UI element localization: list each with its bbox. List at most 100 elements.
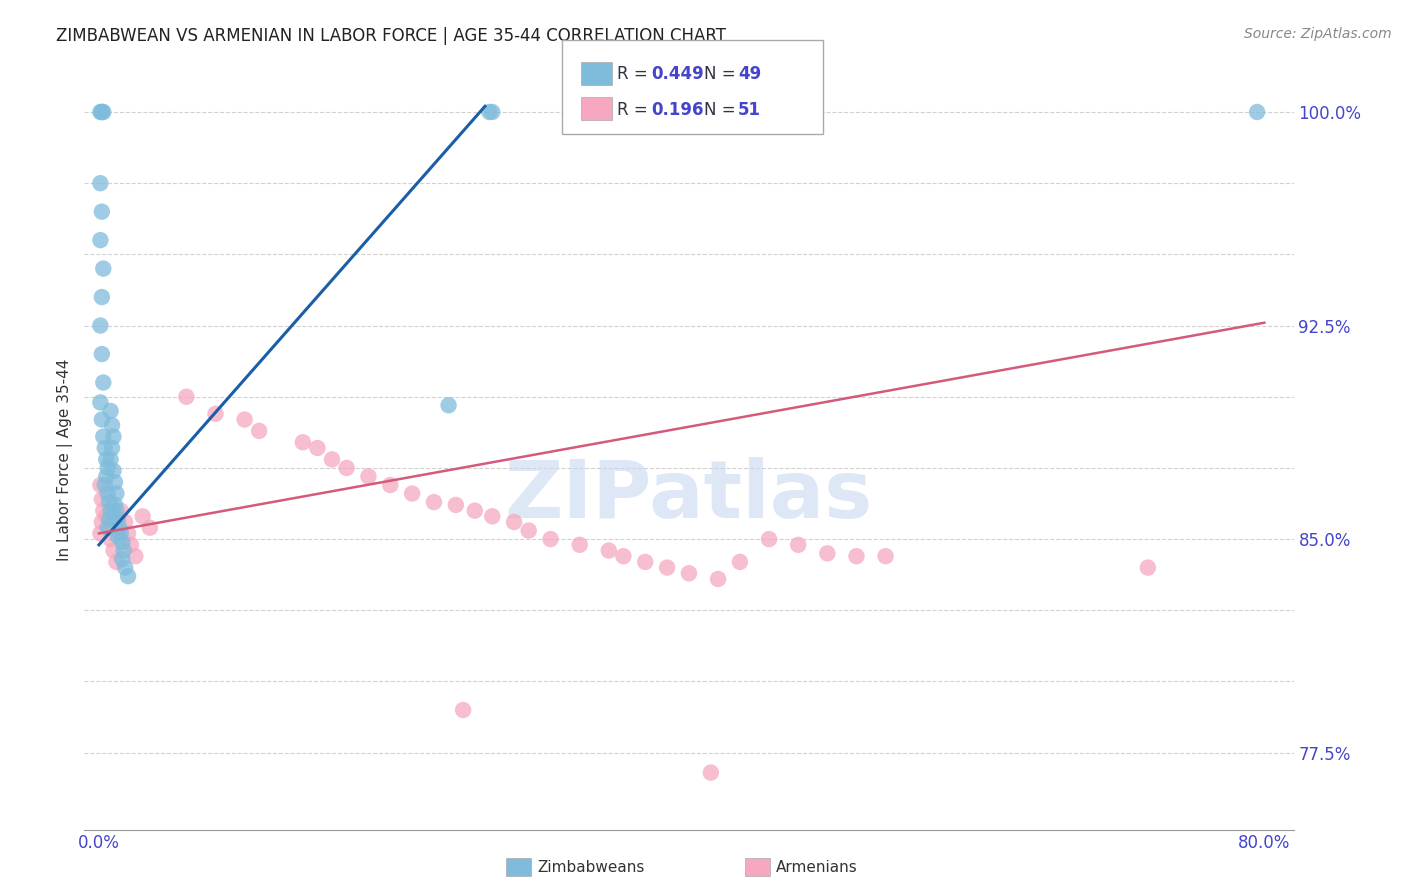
Point: [481, 105, 503, 120]
Point: [107, 529, 129, 543]
Point: [124, 549, 146, 564]
Point: [481, 509, 503, 524]
Point: [89, 233, 111, 247]
Point: [291, 435, 314, 450]
Point: [139, 521, 162, 535]
Point: [98, 521, 121, 535]
Point: [91, 376, 114, 390]
Point: [444, 498, 467, 512]
Point: [1136, 560, 1159, 574]
Point: [503, 515, 526, 529]
Point: [321, 452, 343, 467]
Point: [634, 555, 657, 569]
Text: Source: ZipAtlas.com: Source: ZipAtlas.com: [1244, 27, 1392, 41]
Point: [111, 552, 134, 566]
Point: [101, 441, 124, 455]
Point: [117, 526, 139, 541]
Point: [678, 566, 700, 581]
Text: Zimbabweans: Zimbabweans: [537, 860, 644, 874]
Text: N =: N =: [704, 65, 741, 83]
Point: [98, 495, 121, 509]
Y-axis label: In Labor Force | Age 35-44: In Labor Force | Age 35-44: [56, 359, 73, 560]
Point: [451, 703, 474, 717]
Point: [89, 176, 111, 190]
Point: [758, 532, 780, 546]
Point: [107, 512, 129, 526]
Point: [131, 509, 153, 524]
Point: [112, 543, 135, 558]
Point: [89, 318, 111, 333]
Point: [96, 452, 118, 467]
Point: [787, 538, 810, 552]
Point: [478, 105, 501, 120]
Point: [120, 538, 142, 552]
Point: [540, 532, 562, 546]
Point: [100, 404, 122, 418]
Point: [101, 418, 124, 433]
Point: [598, 543, 620, 558]
Point: [568, 538, 591, 552]
Point: [707, 572, 730, 586]
Point: [100, 532, 122, 546]
Point: [100, 503, 122, 517]
Point: [105, 486, 128, 500]
Point: [90, 204, 112, 219]
Point: [437, 398, 460, 412]
Point: [111, 535, 134, 549]
Point: [90, 412, 112, 426]
Point: [114, 560, 136, 574]
Text: R =: R =: [617, 65, 654, 83]
Text: Armenians: Armenians: [776, 860, 858, 874]
Point: [104, 475, 127, 490]
Point: [307, 441, 329, 455]
Text: R =: R =: [617, 101, 658, 119]
Point: [89, 526, 111, 541]
Point: [108, 521, 131, 535]
Point: [91, 503, 114, 517]
Point: [90, 347, 112, 361]
Point: [655, 560, 678, 574]
Point: [91, 105, 114, 120]
Point: [98, 512, 121, 526]
Point: [90, 492, 112, 507]
Point: [176, 390, 198, 404]
Point: [247, 424, 270, 438]
Point: [110, 526, 132, 541]
Point: [90, 515, 112, 529]
Point: [89, 478, 111, 492]
Point: [357, 469, 380, 483]
Point: [875, 549, 897, 564]
Point: [100, 452, 122, 467]
Point: [91, 261, 114, 276]
Point: [90, 105, 112, 120]
Text: ZIMBABWEAN VS ARMENIAN IN LABOR FORCE | AGE 35-44 CORRELATION CHART: ZIMBABWEAN VS ARMENIAN IN LABOR FORCE | …: [56, 27, 727, 45]
Point: [815, 546, 838, 560]
Point: [90, 290, 112, 304]
Point: [117, 569, 139, 583]
Point: [401, 486, 423, 500]
Point: [96, 509, 118, 524]
Point: [700, 765, 723, 780]
Text: 49: 49: [738, 65, 762, 83]
Text: ZIPatlas: ZIPatlas: [505, 458, 873, 535]
Point: [105, 555, 128, 569]
Point: [423, 495, 446, 509]
Point: [97, 461, 120, 475]
Point: [94, 441, 117, 455]
Point: [94, 478, 117, 492]
Text: 0.449: 0.449: [651, 65, 704, 83]
Point: [105, 503, 128, 517]
Point: [103, 429, 125, 443]
Point: [845, 549, 868, 564]
Point: [110, 503, 132, 517]
Point: [91, 429, 114, 443]
Point: [464, 503, 486, 517]
Point: [97, 521, 120, 535]
Point: [1246, 105, 1268, 120]
Point: [380, 478, 402, 492]
Text: 51: 51: [738, 101, 761, 119]
Point: [97, 486, 120, 500]
Point: [728, 555, 751, 569]
Text: 0.196: 0.196: [651, 101, 703, 119]
Point: [96, 469, 118, 483]
